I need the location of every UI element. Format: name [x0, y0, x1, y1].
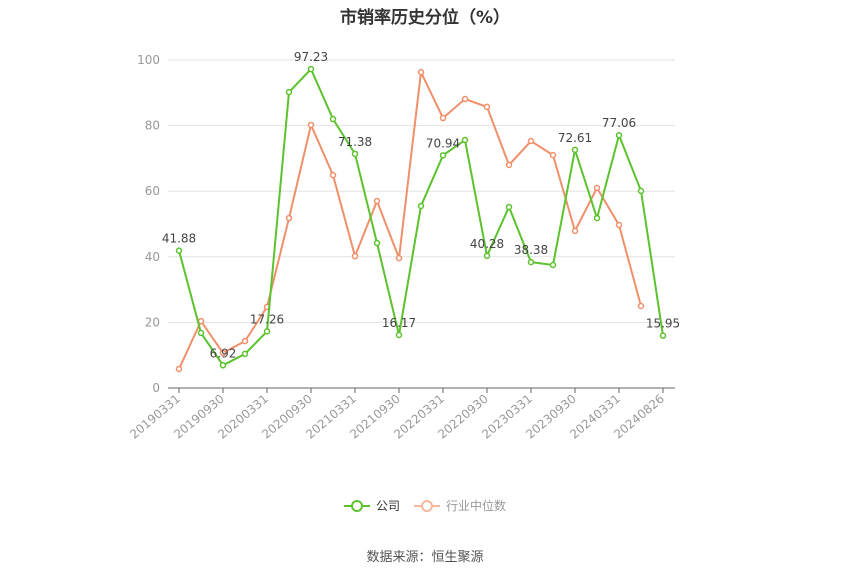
data-point[interactable]	[307, 65, 315, 73]
legend-line-marker-icon	[414, 499, 440, 512]
data-label: 72.61	[558, 131, 592, 145]
data-point[interactable]	[395, 331, 403, 339]
data-point[interactable]	[219, 349, 227, 357]
data-point[interactable]	[351, 252, 359, 260]
data-label: 41.88	[162, 232, 196, 246]
data-point[interactable]	[505, 203, 513, 211]
data-point[interactable]	[175, 365, 183, 373]
y-tick-label: 20	[145, 315, 160, 329]
y-tick-label: 80	[145, 119, 160, 133]
y-tick-label: 100	[137, 53, 160, 67]
data-point[interactable]	[505, 161, 513, 169]
line-chart: 0204060801002019033120190930202003312020…	[127, 50, 680, 441]
data-point[interactable]	[593, 214, 601, 222]
data-point[interactable]	[659, 332, 667, 339]
data-point[interactable]	[637, 187, 645, 195]
data-label: 6.92	[210, 346, 237, 360]
data-point[interactable]	[483, 252, 491, 260]
data-label: 71.38	[338, 135, 372, 149]
data-point[interactable]	[219, 362, 227, 369]
chart-title: 市销率历史分位（%）	[339, 8, 511, 28]
data-point[interactable]	[637, 302, 645, 310]
data-point[interactable]	[241, 337, 249, 345]
data-label: 38.38	[514, 243, 548, 257]
data-point[interactable]	[373, 239, 381, 247]
data-point[interactable]	[571, 227, 579, 235]
data-label: 17.26	[250, 312, 284, 326]
data-point[interactable]	[241, 350, 249, 358]
y-tick-label: 0	[152, 381, 160, 395]
legend-item-industry-median[interactable]: 行业中位数	[414, 497, 506, 514]
industry-median-line	[178, 68, 642, 370]
data-point[interactable]	[549, 151, 557, 159]
data-point[interactable]	[549, 261, 557, 269]
data-point[interactable]	[197, 329, 205, 337]
data-point[interactable]	[417, 68, 425, 76]
data-point[interactable]	[285, 214, 293, 222]
data-label: 40.28	[470, 237, 504, 251]
data-point[interactable]	[527, 258, 535, 266]
data-point[interactable]	[571, 146, 579, 154]
data-point[interactable]	[439, 152, 447, 159]
data-point[interactable]	[395, 254, 403, 262]
data-point[interactable]	[461, 136, 469, 144]
data-point[interactable]	[461, 95, 469, 103]
data-point[interactable]	[175, 247, 183, 254]
data-point[interactable]	[527, 137, 535, 145]
data-point[interactable]	[263, 328, 271, 335]
legend: 公司 行业中位数	[0, 497, 850, 514]
data-point[interactable]	[307, 121, 315, 129]
data-label: 77.06	[602, 116, 636, 130]
data-point[interactable]	[329, 171, 337, 179]
data-point[interactable]	[373, 197, 381, 205]
data-point[interactable]	[329, 115, 337, 123]
data-point[interactable]	[615, 221, 623, 229]
y-tick-label: 40	[145, 250, 160, 264]
legend-label: 行业中位数	[446, 499, 507, 513]
legend-item-company[interactable]: 公司	[343, 497, 400, 514]
data-label: 70.94	[426, 136, 460, 150]
data-point[interactable]	[615, 131, 623, 139]
legend-line-marker-icon	[343, 499, 370, 512]
data-label: 97.23	[294, 50, 328, 64]
data-point[interactable]	[483, 103, 491, 111]
data-label: 16.17	[382, 316, 416, 330]
data-point[interactable]	[439, 114, 447, 122]
data-label: 15.95	[646, 317, 680, 331]
data-point[interactable]	[417, 202, 425, 210]
y-tick-label: 60	[145, 184, 160, 198]
data-point[interactable]	[593, 184, 601, 192]
data-point[interactable]	[351, 150, 359, 158]
legend-label: 公司	[375, 499, 400, 513]
data-point[interactable]	[285, 88, 293, 96]
data-source: 数据来源：恒生聚源	[366, 550, 484, 565]
